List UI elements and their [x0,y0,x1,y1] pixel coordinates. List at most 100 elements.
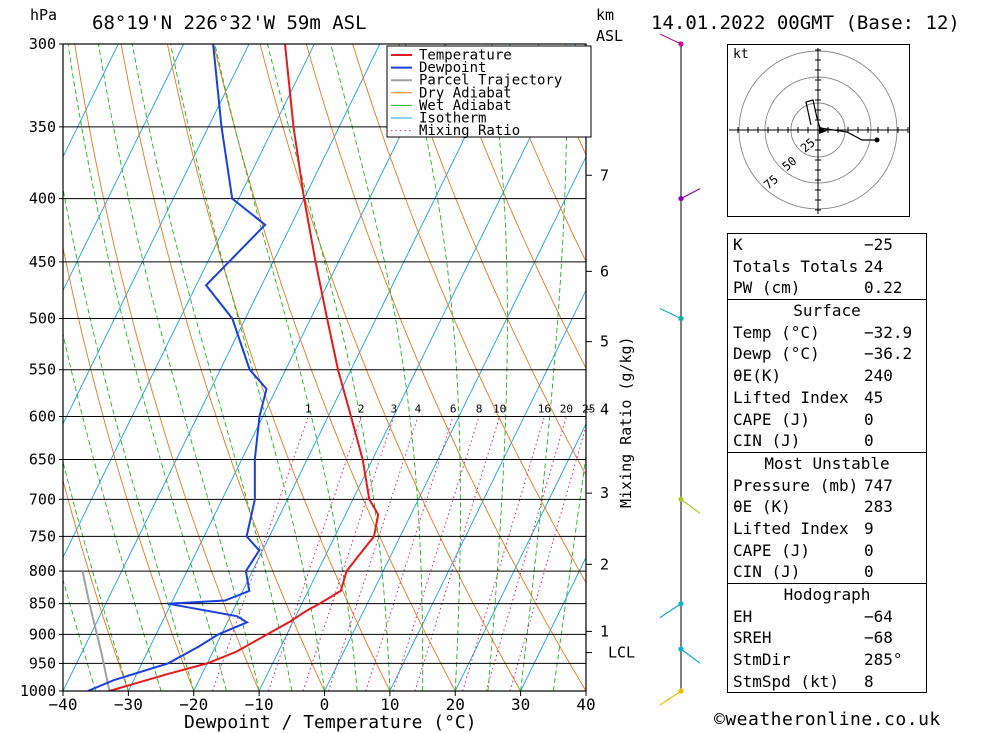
isotherm-line [63,44,381,691]
surface-label: CAPE (J) [733,409,811,429]
pressure-tick-label: 800 [29,562,56,580]
wind-barb [659,690,682,706]
isotherm-line [63,44,315,559]
surface-box: Surface Temp (°C) −32.9 Dewp (°C) −36.2 θE(K… [727,300,927,453]
wet-adiabat-line [330,44,424,691]
pressure-tick-label: 850 [29,595,56,613]
plot-frame [62,43,587,692]
wet-adiabat-line [552,452,586,691]
axis-labels: 3003504004505005506006507007508008509009… [20,35,596,714]
wet-adiabat-line [487,44,508,691]
mixing-ratio-label: 3 [391,402,398,415]
location-title: 68°19'N 226°32'W 59m ASL [92,12,367,34]
temp-tick-label: 20 [446,695,465,714]
wind-barb [659,33,682,45]
dry-adiabat-line [120,44,325,691]
legend-label: Isotherm [419,111,486,127]
wind-barb [680,648,701,664]
temp-tick-label: 40 [576,695,595,714]
temp-tick-label: −20 [179,695,208,714]
surface-row: CAPE (J) 0 [728,409,926,431]
mixing-ratio-label: 8 [476,402,483,415]
isotherm-line [520,556,586,691]
surface-label: CIN (J) [733,431,801,451]
wet-adiabat-line [520,44,568,691]
hodograph-table-row: SREH −68 [728,627,926,649]
wet-adiabat-line [98,44,260,691]
mixing-ratio-label: 16 [538,402,551,415]
temp-tick-label: −40 [49,695,78,714]
datetime-title: 14.01.2022 00GMT (Base: 12) [651,12,960,34]
isotherm-line [63,44,119,158]
pressure-tick-label: 300 [29,35,56,53]
hodograph-table-box: Hodograph EH −64 SREH −68 StmDir 285° StmSpd (… [727,584,927,694]
mixing-ratio-label: 2 [358,402,365,415]
most-unstable-label: CAPE (J) [733,540,811,560]
pressure-tick-label: 400 [29,190,56,208]
totals-totals-value: 24 [864,256,884,276]
most-unstable-label: Lifted Index [733,518,849,538]
height-tick-label: 4 [600,400,609,418]
pressure-tick-label: 750 [29,527,56,545]
surface-value: −32.9 [864,322,913,342]
hodograph-table-title: Hodograph [783,585,871,604]
most-unstable-row: Pressure (mb) 747 [728,475,926,497]
wind-barb [659,603,682,619]
height-tick-label: LCL [608,644,635,662]
height-tick-label: 7 [600,166,609,184]
pressure-tick-label: 500 [29,310,56,328]
pressure-tick-label: 950 [29,654,56,672]
dry-adiabat-line [491,44,586,263]
most-unstable-label: CIN (J) [733,562,801,582]
most-unstable-row: CAPE (J) 0 [728,540,926,562]
surface-value: 240 [864,366,893,386]
wind-barb [680,188,701,200]
mixing-ratio-label: 4 [415,402,422,415]
hodograph-table-value: 285° [864,650,903,670]
legend-label: Parcel Trajectory [419,73,562,89]
most-unstable-value: 747 [864,475,893,495]
most-unstable-title: Most Unstable [764,453,890,473]
pressure-unit-label: hPa [30,6,57,24]
isobar-lines [63,43,586,692]
credit-link[interactable]: ©weatheronline.co.uk [714,709,941,730]
dry-adiabat-line [398,44,586,477]
hodograph-table-label: EH [733,606,753,626]
x-axis-title: Dewpoint / Temperature (°C) [184,712,477,733]
most-unstable-value: 283 [864,497,893,517]
surface-value: 45 [864,387,884,407]
indices-panel: K −25 Totals Totals 24 PW (cm) 0.22 Surface… [727,233,927,694]
wet-adiabat-line [214,44,358,691]
k-index-label: K [733,235,743,254]
temperature-line [109,44,380,691]
legend-box [386,45,592,138]
surface-row: CIN (J) 0 [728,430,926,452]
pressure-tick-label: 650 [29,451,56,469]
pressure-tick-label: 450 [29,253,56,271]
wet-adiabat-line [67,44,227,691]
temp-tick-label: −10 [245,695,274,714]
height-tick-label: 3 [600,484,609,502]
most-unstable-row: CIN (J) 0 [728,561,926,583]
surface-label: Dewp (°C) [733,344,820,364]
hodograph-table-value: −68 [864,628,893,648]
mixing-ratio-line [365,416,454,691]
dry-adiabat-line [63,245,195,691]
pw-row: PW (cm) 0.22 [728,277,926,299]
hodograph-table-row: EH −64 [728,606,926,628]
height-tick-label: 2 [600,555,609,573]
legend-label: Temperature [419,48,512,64]
mixing-ratio-line [302,416,395,691]
parcel-trajectory-line [81,570,111,691]
isotherm-line [63,44,250,425]
totals-totals-label: Totals Totals [733,256,859,276]
mixing-ratio-line [212,416,309,691]
sounding-profiles [81,44,380,691]
surface-row: θE(K) 240 [728,365,926,387]
wet-adiabat-line [131,44,293,691]
pressure-tick-label: 600 [29,407,56,425]
height-axis: LCL 1 2 3 4 5 6 7 [586,166,635,662]
storm-motion-marker [819,126,827,134]
asl-label: ASL [596,27,623,45]
mixing-ratio-label: 1 [305,402,312,415]
